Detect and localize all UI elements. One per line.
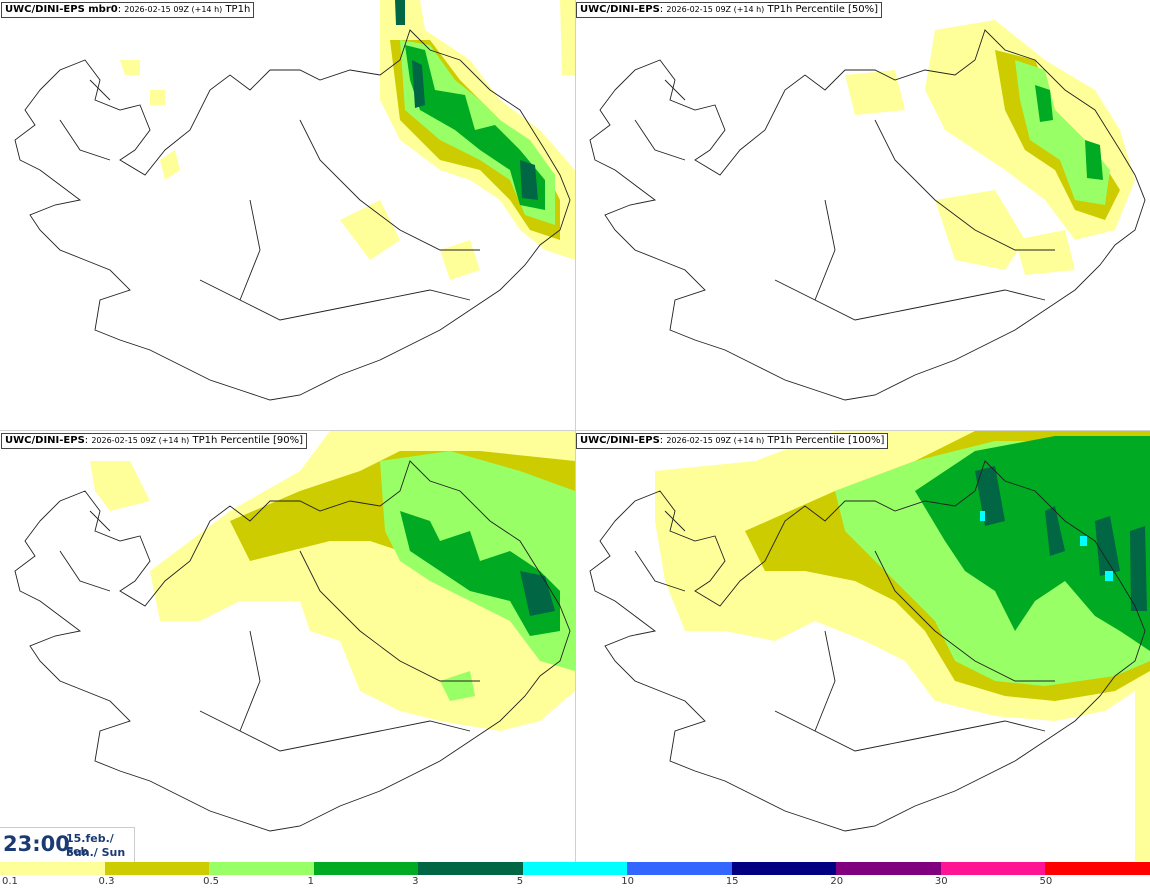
precip-map-p50 xyxy=(589,20,1146,401)
colorbar-segment xyxy=(313,862,419,875)
colorbar-segment xyxy=(731,862,837,875)
map-panel-p50: UWC/DINI-EPS: 2026-02-15 09Z (+14 h) TP1… xyxy=(575,0,1150,430)
colorbar-label: 20 xyxy=(830,876,844,887)
panel-divider-horizontal xyxy=(0,430,1150,431)
colorbar-segment xyxy=(104,862,210,875)
precip-map-mbr0 xyxy=(14,0,575,401)
colorbar-label: 10 xyxy=(621,876,634,887)
colorbar-label: 30 xyxy=(934,876,948,887)
panel-title: UWC/DINI-EPS: 2026-02-15 09Z (+14 h) TP1… xyxy=(1,433,308,449)
precip-field xyxy=(845,20,1135,275)
colorbar-segment xyxy=(1045,862,1150,875)
colorbar-label: 0.3 xyxy=(98,876,115,887)
valid-date: 15.feb./ Feb xyxy=(66,832,114,858)
colorbar-label: 1 xyxy=(307,876,314,887)
colorbar-labels: 0.1 0.3 0.5 1 3 5 10 15 20 30 50 xyxy=(0,876,1150,890)
colorbar-segment xyxy=(836,862,941,875)
map-panel-mbr0: UWC/DINI-EPS mbr0: 2026-02-15 09Z (+14 h… xyxy=(0,0,575,430)
colorbar-segment xyxy=(418,862,523,875)
valid-time-box: 23:00 15.feb./ Feb Sun./ Sun xyxy=(0,827,135,863)
precip-field xyxy=(120,0,575,280)
valid-time: 23:00 xyxy=(3,832,70,856)
map-panel-p90: UWC/DINI-EPS: 2026-02-15 09Z (+14 h) TP1… xyxy=(0,431,575,861)
panel-title: UWC/DINI-EPS mbr0: 2026-02-15 09Z (+14 h… xyxy=(1,2,255,18)
precip-colorbar xyxy=(0,862,1150,875)
colorbar-label: 5 xyxy=(516,876,524,887)
panel-divider-vertical xyxy=(575,0,576,862)
valid-day: Sun./ Sun xyxy=(66,846,126,859)
coastline xyxy=(589,29,1146,401)
precip-map-p90 xyxy=(14,431,575,832)
precip-field xyxy=(90,431,575,731)
colorbar-label: 0.5 xyxy=(203,876,219,887)
colorbar-segment xyxy=(0,862,105,875)
coastline xyxy=(589,460,1146,832)
colorbar-segment xyxy=(522,862,628,875)
colorbar-segment xyxy=(940,862,1046,875)
colorbar-label: 50 xyxy=(1039,876,1053,887)
colorbar-label: 3 xyxy=(412,876,419,887)
precip-map-p100 xyxy=(589,431,1150,861)
panel-title: UWC/DINI-EPS: 2026-02-15 09Z (+14 h) TP1… xyxy=(576,433,889,449)
colorbar-segment xyxy=(627,862,732,875)
precip-field xyxy=(655,431,1150,861)
colorbar-segment xyxy=(209,862,314,875)
coastline xyxy=(14,29,571,401)
coastline xyxy=(14,460,571,832)
colorbar-label: 0.1 xyxy=(2,876,18,887)
colorbar-label: 15 xyxy=(725,876,739,887)
map-panel-p100: UWC/DINI-EPS: 2026-02-15 09Z (+14 h) TP1… xyxy=(575,431,1150,861)
panel-title: UWC/DINI-EPS: 2026-02-15 09Z (+14 h) TP1… xyxy=(576,2,883,18)
